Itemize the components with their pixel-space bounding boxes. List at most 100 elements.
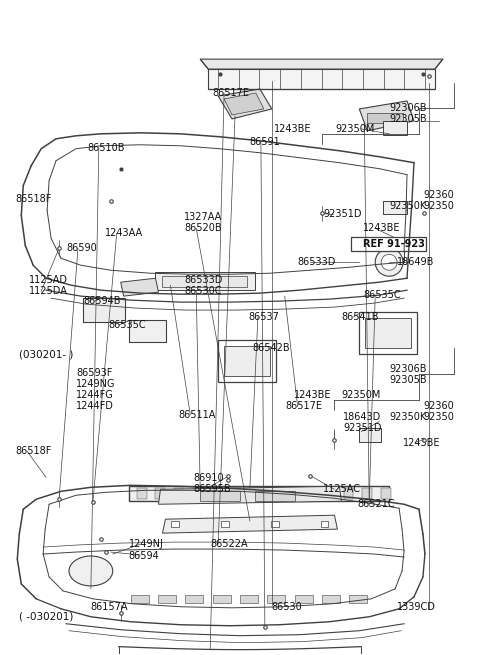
Polygon shape <box>208 69 435 89</box>
Polygon shape <box>360 101 414 131</box>
Text: 92360: 92360 <box>423 189 454 200</box>
Text: 1249NJ: 1249NJ <box>129 539 164 549</box>
Text: 86157A: 86157A <box>91 602 128 612</box>
Text: 86535C: 86535C <box>109 320 146 330</box>
Bar <box>325 489 335 499</box>
Bar <box>193 489 203 499</box>
Polygon shape <box>218 89 272 119</box>
Bar <box>344 489 353 499</box>
Bar <box>240 595 258 603</box>
Bar <box>129 486 389 501</box>
Text: 86594B: 86594B <box>83 296 120 306</box>
Text: 86541B: 86541B <box>341 312 379 322</box>
Text: 92351D: 92351D <box>343 422 382 432</box>
Bar <box>185 595 203 603</box>
Text: 86591: 86591 <box>249 137 280 147</box>
Text: 92350: 92350 <box>423 411 454 422</box>
Text: 92306B: 92306B <box>389 364 427 374</box>
Bar <box>287 489 297 499</box>
Bar <box>213 595 230 603</box>
Text: 1244FD: 1244FD <box>76 401 114 411</box>
Bar <box>321 521 328 527</box>
Text: 92350: 92350 <box>423 200 454 210</box>
Text: 92305B: 92305B <box>389 375 427 384</box>
Bar <box>351 237 426 252</box>
Text: 86522A: 86522A <box>210 539 248 549</box>
Bar <box>212 489 222 499</box>
Text: 86530C: 86530C <box>184 286 222 296</box>
Text: 92350K: 92350K <box>389 411 426 422</box>
Text: 86533D: 86533D <box>184 275 223 285</box>
Text: 86535C: 86535C <box>363 290 401 300</box>
Text: 1243BE: 1243BE <box>294 390 331 400</box>
Bar <box>383 121 407 135</box>
Text: 1243BE: 1243BE <box>274 124 312 134</box>
Text: 1243AA: 1243AA <box>105 229 143 238</box>
Text: 86521C: 86521C <box>357 499 395 509</box>
Bar <box>221 521 229 527</box>
Bar <box>367 113 403 123</box>
Text: 1243BE: 1243BE <box>363 223 401 233</box>
Text: 86518F: 86518F <box>15 193 52 204</box>
Text: REF 91-923: REF 91-923 <box>363 239 425 250</box>
Polygon shape <box>162 515 337 533</box>
Bar <box>322 595 340 603</box>
Text: 92306B: 92306B <box>389 103 427 113</box>
Text: 92350K: 92350K <box>389 200 426 210</box>
Bar <box>360 428 381 441</box>
Text: 18643D: 18643D <box>343 411 382 422</box>
Text: 92305B: 92305B <box>389 114 427 124</box>
Text: 18649B: 18649B <box>397 257 434 267</box>
Text: 92351D: 92351D <box>324 210 362 219</box>
Text: 86517E: 86517E <box>286 401 323 411</box>
Text: 86520B: 86520B <box>184 223 222 233</box>
Bar <box>306 489 316 499</box>
Bar <box>171 521 180 527</box>
Bar <box>365 318 411 348</box>
Text: 1249NG: 1249NG <box>76 379 116 389</box>
Text: 86593F: 86593F <box>76 368 112 378</box>
Polygon shape <box>156 272 255 290</box>
Text: 92350M: 92350M <box>336 124 375 134</box>
Bar <box>349 595 367 603</box>
Bar <box>295 595 312 603</box>
Text: 86542B: 86542B <box>252 343 289 353</box>
Text: 86590: 86590 <box>66 244 97 253</box>
Text: 86518F: 86518F <box>15 447 52 457</box>
Bar <box>381 489 391 499</box>
Circle shape <box>375 248 403 276</box>
Bar <box>271 521 279 527</box>
Text: 86910: 86910 <box>193 474 224 483</box>
Bar <box>231 489 240 499</box>
Text: ( -030201): ( -030201) <box>19 612 73 622</box>
Bar <box>255 491 295 501</box>
Bar <box>250 489 259 499</box>
Bar <box>383 200 407 214</box>
Text: 86511A: 86511A <box>179 409 216 420</box>
Bar <box>360 312 417 354</box>
Text: 92360: 92360 <box>423 401 454 411</box>
Text: 1327AA: 1327AA <box>184 212 223 223</box>
Polygon shape <box>120 278 158 296</box>
Bar <box>268 489 278 499</box>
Text: 86537: 86537 <box>248 312 279 322</box>
Polygon shape <box>158 486 341 504</box>
Bar <box>129 320 167 342</box>
Text: 86510B: 86510B <box>87 143 124 153</box>
Bar <box>156 489 165 499</box>
Polygon shape <box>200 59 443 69</box>
Circle shape <box>381 254 397 271</box>
Bar <box>174 489 184 499</box>
Bar <box>362 489 372 499</box>
Text: 1339CD: 1339CD <box>397 602 436 612</box>
Text: 1125DA: 1125DA <box>29 286 68 296</box>
Text: (030201- ): (030201- ) <box>19 350 73 360</box>
Text: 1244FG: 1244FG <box>76 390 114 400</box>
Bar <box>131 595 148 603</box>
Bar <box>162 276 247 287</box>
Bar <box>267 595 285 603</box>
Text: 86595B: 86595B <box>193 484 231 495</box>
Text: 1243BE: 1243BE <box>403 438 441 447</box>
Bar <box>218 340 276 382</box>
Text: 86533D: 86533D <box>298 257 336 267</box>
